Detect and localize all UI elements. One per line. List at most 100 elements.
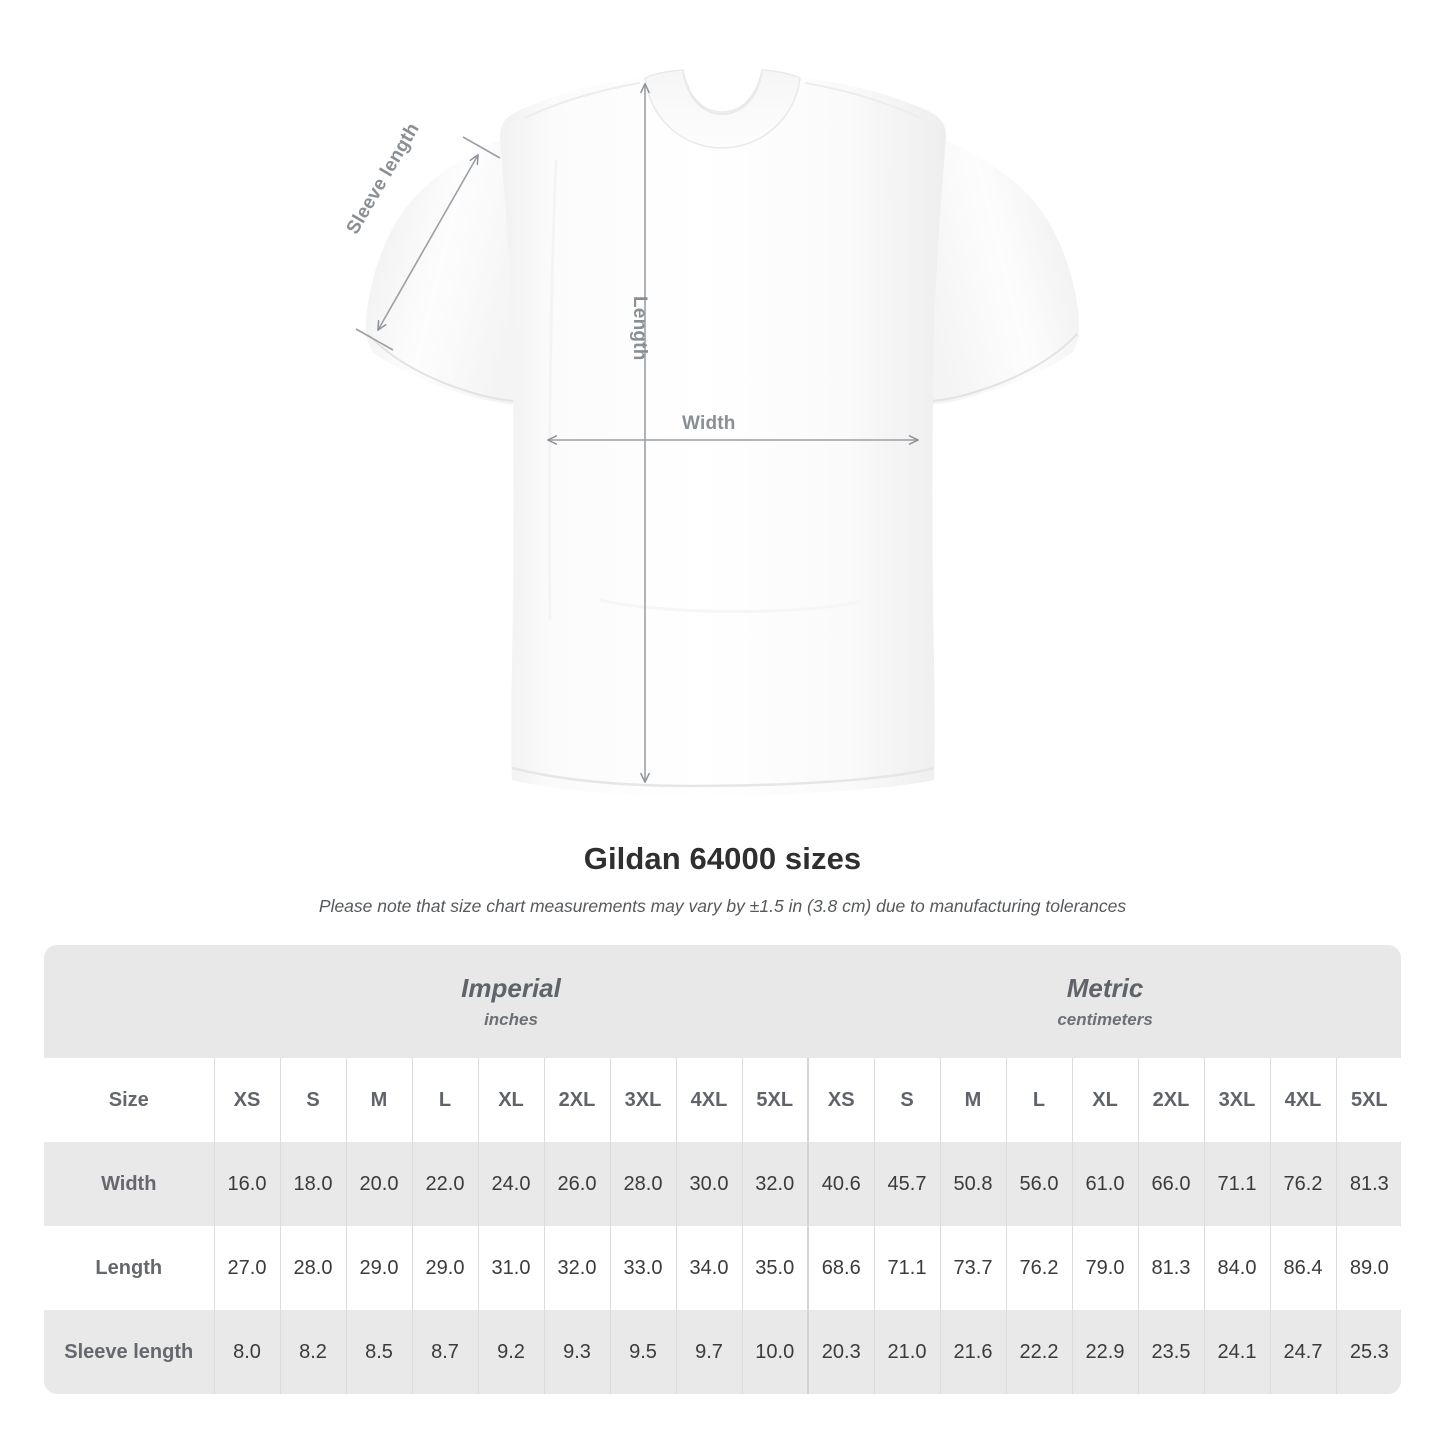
cell-metric-width-xs: 40.6 bbox=[807, 1142, 875, 1226]
cell-imperial-length-2xl: 32.0 bbox=[543, 1226, 610, 1310]
cell-metric-sleeve-xs: 20.3 bbox=[807, 1310, 875, 1394]
cell-imperial-width-4xl: 30.0 bbox=[675, 1142, 742, 1226]
cell-metric-sleeve-s: 21.0 bbox=[873, 1310, 941, 1394]
size-row-label: Size bbox=[44, 1058, 214, 1142]
size-header-imperial-xl: XL bbox=[477, 1058, 544, 1142]
cell-metric-width-m: 50.8 bbox=[939, 1142, 1007, 1226]
size-header-imperial-2xl: 2XL bbox=[543, 1058, 610, 1142]
right-sleeve-hem bbox=[916, 333, 1078, 403]
table-row-sleeve-length: Sleeve length 8.0 8.2 8.5 8.7 9.2 9.3 9.… bbox=[44, 1310, 1401, 1394]
cell-imperial-length-4xl: 34.0 bbox=[675, 1226, 742, 1310]
size-header-imperial-xs: XS bbox=[213, 1058, 280, 1142]
cell-metric-width-xl: 61.0 bbox=[1071, 1142, 1139, 1226]
page-title: Gildan 64000 sizes bbox=[583, 841, 862, 876]
cell-imperial-length-s: 28.0 bbox=[279, 1226, 346, 1310]
left-sleeve-hem bbox=[367, 333, 529, 403]
cell-metric-length-2xl: 81.3 bbox=[1137, 1226, 1205, 1310]
size-header-imperial-5xl: 5XL bbox=[741, 1058, 809, 1142]
cell-metric-sleeve-4xl: 24.7 bbox=[1269, 1310, 1337, 1394]
shirt-body bbox=[500, 78, 946, 796]
cell-imperial-length-xl: 31.0 bbox=[477, 1226, 544, 1310]
size-chart-table: Imperial inches Metric centimeters Size … bbox=[44, 945, 1401, 1394]
table-row-width: Width 16.0 18.0 20.0 22.0 24.0 26.0 28.0… bbox=[44, 1142, 1401, 1226]
unit-header-spacer bbox=[44, 945, 214, 1058]
cell-metric-length-4xl: 86.4 bbox=[1269, 1226, 1337, 1310]
size-header-imperial-3xl: 3XL bbox=[609, 1058, 676, 1142]
cell-imperial-width-5xl: 32.0 bbox=[741, 1142, 809, 1226]
row-label-sleeve-length: Sleeve length bbox=[44, 1310, 214, 1394]
unit-header-metric: Metric centimeters bbox=[808, 945, 1401, 1058]
size-header-metric-m: M bbox=[939, 1058, 1007, 1142]
cell-metric-sleeve-2xl: 23.5 bbox=[1137, 1310, 1205, 1394]
cell-imperial-sleeve-2xl: 9.3 bbox=[543, 1310, 610, 1394]
fabric-fold-right bbox=[888, 169, 899, 631]
cell-metric-sleeve-3xl: 24.1 bbox=[1203, 1310, 1271, 1394]
size-header-metric-s: S bbox=[873, 1058, 941, 1142]
cell-imperial-width-l: 22.0 bbox=[411, 1142, 478, 1226]
size-header-imperial-4xl: 4XL bbox=[675, 1058, 742, 1142]
cell-metric-length-5xl: 89.0 bbox=[1335, 1226, 1401, 1310]
cell-metric-length-m: 73.7 bbox=[939, 1226, 1007, 1310]
cell-imperial-length-5xl: 35.0 bbox=[741, 1226, 809, 1310]
cell-metric-width-4xl: 76.2 bbox=[1269, 1142, 1337, 1226]
right-shoulder-seam bbox=[804, 82, 922, 119]
row-label-length: Length bbox=[44, 1226, 214, 1310]
fabric-fold-lower bbox=[599, 598, 861, 614]
cell-imperial-sleeve-4xl: 9.7 bbox=[675, 1310, 742, 1394]
cell-imperial-sleeve-5xl: 10.0 bbox=[741, 1310, 809, 1394]
cell-metric-width-3xl: 71.1 bbox=[1203, 1142, 1271, 1226]
unit-header-imperial: Imperial inches bbox=[214, 945, 809, 1058]
tshirt-diagram: Sleeve length Length Width bbox=[343, 69, 1080, 796]
tshirt-illustration bbox=[355, 69, 1080, 796]
sleeve-tick-top bbox=[462, 136, 501, 159]
row-label-width: Width bbox=[44, 1142, 214, 1226]
size-header-metric-2xl: 2XL bbox=[1137, 1058, 1205, 1142]
size-header-metric-5xl: 5XL bbox=[1335, 1058, 1401, 1142]
cell-metric-length-l: 76.2 bbox=[1005, 1226, 1073, 1310]
unit-sub-metric: centimeters bbox=[1057, 1009, 1153, 1029]
cell-metric-length-xs: 68.6 bbox=[807, 1226, 875, 1310]
cell-metric-length-xl: 79.0 bbox=[1071, 1226, 1139, 1310]
cell-imperial-width-3xl: 28.0 bbox=[609, 1142, 676, 1226]
size-header-metric-xs: XS bbox=[807, 1058, 875, 1142]
size-chart-table-container: Imperial inches Metric centimeters Size … bbox=[44, 945, 1401, 1394]
right-sleeve bbox=[911, 138, 1080, 405]
cell-imperial-width-xs: 16.0 bbox=[213, 1142, 280, 1226]
cell-imperial-length-3xl: 33.0 bbox=[609, 1226, 676, 1310]
heading-block: Gildan 64000 sizes Please note that size… bbox=[0, 840, 1445, 918]
left-shoulder-seam bbox=[523, 82, 641, 119]
cell-imperial-width-xl: 24.0 bbox=[477, 1142, 544, 1226]
collar-inner-edge bbox=[682, 71, 763, 116]
size-header-metric-4xl: 4XL bbox=[1269, 1058, 1337, 1142]
cell-imperial-sleeve-3xl: 9.5 bbox=[609, 1310, 676, 1394]
cell-imperial-width-s: 18.0 bbox=[279, 1142, 346, 1226]
cell-metric-width-s: 45.7 bbox=[873, 1142, 941, 1226]
cell-imperial-sleeve-l: 8.7 bbox=[411, 1310, 478, 1394]
cell-imperial-sleeve-xl: 9.2 bbox=[477, 1310, 544, 1394]
cell-imperial-length-l: 29.0 bbox=[411, 1226, 478, 1310]
unit-sub-imperial: inches bbox=[484, 1009, 538, 1029]
cell-imperial-length-m: 29.0 bbox=[345, 1226, 412, 1310]
cell-metric-width-2xl: 66.0 bbox=[1137, 1142, 1205, 1226]
size-header-metric-l: L bbox=[1005, 1058, 1073, 1142]
width-label: Width bbox=[682, 413, 736, 434]
cell-imperial-length-xs: 27.0 bbox=[213, 1226, 280, 1310]
unit-name-metric: Metric bbox=[1066, 972, 1144, 1003]
sleeve-dimension-arrow bbox=[377, 154, 479, 331]
cell-metric-length-3xl: 84.0 bbox=[1203, 1226, 1271, 1310]
bottom-hem bbox=[511, 766, 935, 788]
size-header-metric-3xl: 3XL bbox=[1203, 1058, 1271, 1142]
cell-metric-width-l: 56.0 bbox=[1005, 1142, 1073, 1226]
cell-imperial-width-m: 20.0 bbox=[345, 1142, 412, 1226]
cell-imperial-sleeve-s: 8.2 bbox=[279, 1310, 346, 1394]
cell-metric-sleeve-5xl: 25.3 bbox=[1335, 1310, 1401, 1394]
size-header-imperial-l: L bbox=[411, 1058, 478, 1142]
cell-metric-sleeve-l: 22.2 bbox=[1005, 1310, 1073, 1394]
unit-name-imperial: Imperial bbox=[461, 972, 561, 1003]
size-header-row: Size XS S M L XL 2XL 3XL 4XL 5XL XS S M … bbox=[44, 1058, 1401, 1142]
cell-metric-length-s: 71.1 bbox=[873, 1226, 941, 1310]
length-label: Length bbox=[629, 296, 650, 361]
cell-metric-width-5xl: 81.3 bbox=[1335, 1142, 1401, 1226]
unit-system-header-row: Imperial inches Metric centimeters bbox=[44, 945, 1401, 1058]
size-header-metric-xl: XL bbox=[1071, 1058, 1139, 1142]
